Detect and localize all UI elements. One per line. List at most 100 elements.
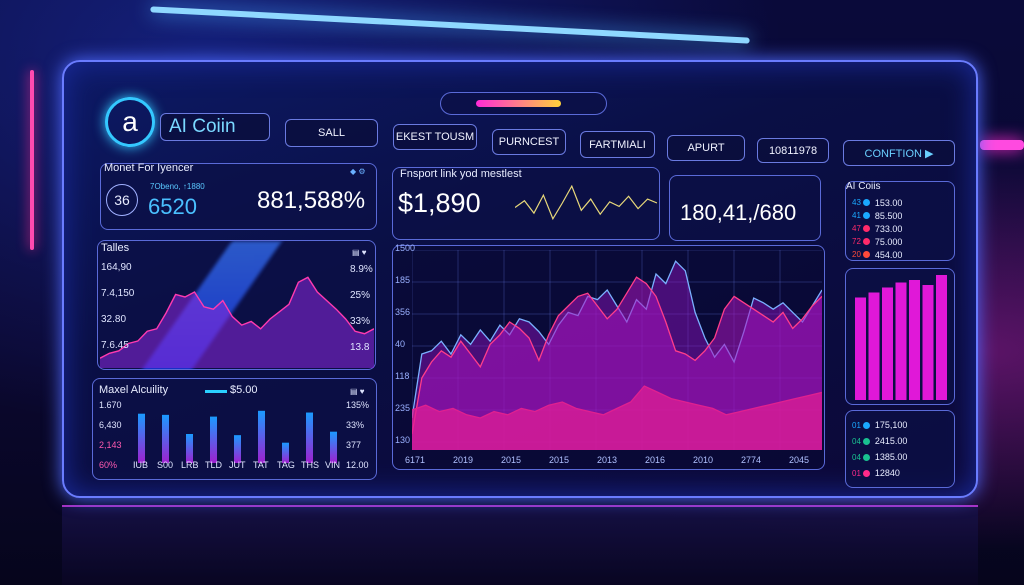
activity-bar	[162, 414, 169, 463]
coin-code: 20	[852, 250, 861, 259]
market-icons[interactable]: ◆ ⚙	[350, 167, 366, 176]
activity-x-label: JUT	[229, 460, 246, 470]
coin-value: 454.00	[874, 249, 903, 260]
activity-bar	[138, 413, 145, 463]
x-tick-label: 6171	[405, 455, 426, 465]
tallies-y-label-right: 33%	[350, 316, 371, 327]
coin-row: 01 12840	[852, 465, 907, 481]
coin-bar	[868, 292, 880, 400]
main-chart	[412, 250, 822, 450]
market-sub: 7Obeno, ↑1880	[150, 182, 205, 191]
x-tick-label: 2015	[501, 455, 522, 465]
activity-y-label: 6,430	[99, 420, 122, 430]
coin-row: 01 175,100	[852, 417, 907, 433]
legend-swatch	[205, 390, 227, 393]
activity-y-label-right: 33%	[346, 420, 365, 430]
coin-dot-icon	[862, 421, 870, 429]
coin-value: 2415.00	[874, 436, 908, 446]
coin-dot-icon	[862, 469, 870, 477]
top-pill	[440, 92, 607, 115]
coin-row: 41 85.500	[852, 209, 902, 222]
tallies-icons[interactable]: ▤ ♥	[352, 248, 367, 257]
activity-y-label: 1.670	[99, 400, 122, 410]
coin-value: 75.000	[874, 236, 903, 247]
coin-dot-icon	[862, 199, 870, 206]
tallies-area	[100, 277, 374, 368]
coin-value: 12840	[874, 468, 900, 478]
coin-row: 43 153.00	[852, 196, 902, 209]
tallies-y-label-right: 8.9%	[350, 264, 373, 275]
tallies-y-label: 7.6.45	[101, 340, 129, 351]
activity-bar	[210, 416, 217, 463]
nav-item-fartmiali[interactable]: FARTMIALI	[580, 131, 655, 158]
tallies-y-label-right: 13.8	[350, 342, 370, 353]
tallies-y-label: 7.4,150	[101, 288, 135, 299]
nav-item-purncest[interactable]: PURNCEST	[492, 129, 566, 155]
sport-value: $1,890	[398, 188, 481, 218]
nav-item-apurt[interactable]: APURT	[667, 135, 745, 161]
tallies-y-label-right: 25%	[350, 290, 371, 301]
confirm-button[interactable]: CONFTION ▶	[843, 140, 955, 166]
logo[interactable]: a	[105, 97, 155, 147]
coin-dot-icon	[862, 251, 870, 258]
x-tick-label: 2013	[597, 455, 618, 465]
sparkline-line	[515, 185, 657, 221]
activity-x-label: S00	[157, 460, 174, 470]
coin-code: 47	[852, 224, 861, 233]
activity-x-label: IUB	[133, 460, 149, 470]
activity-x-label: LRB	[181, 460, 199, 470]
coin-value: 733.00	[874, 223, 903, 234]
coins-list	[845, 181, 955, 261]
coin-row: 72 75.000	[852, 235, 902, 248]
activity-bar	[234, 435, 241, 463]
sparkline	[515, 185, 657, 221]
coins-bar-chart	[855, 275, 947, 400]
tallies-y-label: 32.80	[101, 314, 127, 325]
coin-value: 175,100	[874, 420, 908, 430]
activity-chart	[138, 410, 337, 463]
activity-x-label: TAG	[277, 460, 295, 470]
nav-item-sall[interactable]: SALL	[285, 119, 378, 147]
activity-bar	[186, 434, 193, 463]
coin-bar	[882, 287, 893, 400]
series-line	[412, 385, 822, 419]
y-tick-label: 130	[395, 435, 411, 445]
x-tick-label: 2010	[693, 455, 714, 465]
coin-code: 01	[852, 468, 861, 478]
coin-bar	[936, 275, 947, 400]
coin-row: 04 1385.00	[852, 449, 907, 465]
activity-icons[interactable]: ▤ ♥	[350, 387, 365, 396]
activity-x-label: THS	[301, 460, 319, 470]
coin-bar	[922, 285, 934, 400]
nav-item-date[interactable]: 10811978	[757, 138, 829, 163]
x-tick-label: 2774	[741, 455, 762, 465]
activity-y-label: 2,143	[99, 440, 122, 450]
market-title: Monet For Iyencer	[104, 162, 194, 174]
total-value: 180,41,/680	[680, 200, 797, 225]
y-tick-label: 185	[395, 275, 411, 285]
neon-light	[30, 70, 34, 250]
series-area	[412, 277, 822, 450]
coin-row: 20 454.00	[852, 248, 902, 261]
x-tick-label: 2045	[789, 455, 810, 465]
coin-row: 47 733.00	[852, 222, 902, 235]
activity-y-label-right: 377	[346, 440, 362, 450]
coin-bar	[895, 282, 907, 400]
market-card	[100, 163, 377, 230]
coin-value: 1385.00	[874, 452, 908, 462]
x-tick-label: 2019	[453, 455, 474, 465]
activity-bar	[282, 442, 289, 463]
coin-dot-icon	[862, 437, 870, 445]
series-area	[412, 386, 822, 450]
activity-x-label: VIN	[325, 460, 341, 470]
coin-value: 85.500	[874, 210, 903, 221]
sport-title: Fnsport link yod mestlest	[400, 168, 522, 180]
y-tick-label: 356	[395, 307, 411, 317]
activity-x-label: TLD	[205, 460, 223, 470]
coin-bar	[909, 280, 920, 400]
activity-y-label-right: 135%	[346, 400, 370, 410]
total-card	[669, 175, 821, 241]
nav-item-ekest[interactable]: EKEST TOUSM	[393, 124, 477, 150]
coin-bar	[855, 297, 866, 400]
coin-code: 43	[852, 198, 861, 207]
